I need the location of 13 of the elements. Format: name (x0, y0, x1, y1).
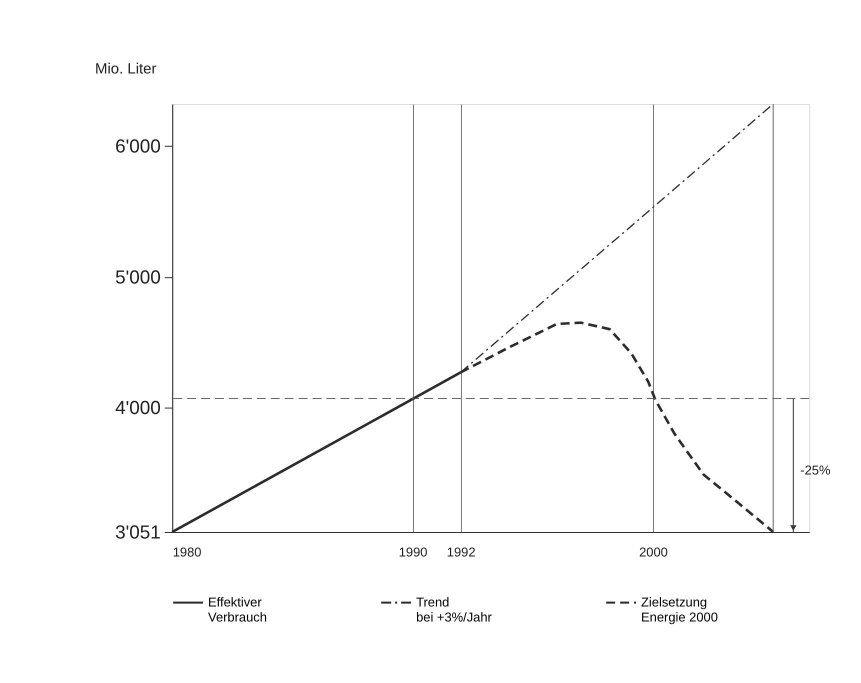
y-axis-title: Mio. Liter (95, 60, 156, 78)
y-tick-label: 3'051 (115, 522, 161, 544)
x-tick-label: 1980 (172, 544, 202, 560)
y-tick-label: 6'000 (115, 136, 161, 158)
x-tick-label: 1990 (398, 544, 428, 560)
annotation: -25% (800, 462, 831, 478)
x-tick-label: 2000 (639, 544, 668, 560)
legend-label: Trend bei +3%/Jahr (416, 594, 493, 625)
legend-label: Effektiver Verbrauch (208, 594, 267, 625)
y-tick-label: 5'000 (115, 267, 161, 288)
x-tick-label: 1992 (446, 544, 476, 560)
y-tick-label: 4'000 (115, 398, 161, 420)
legend-label: Zielsetzung Energie 2000 (641, 594, 718, 625)
